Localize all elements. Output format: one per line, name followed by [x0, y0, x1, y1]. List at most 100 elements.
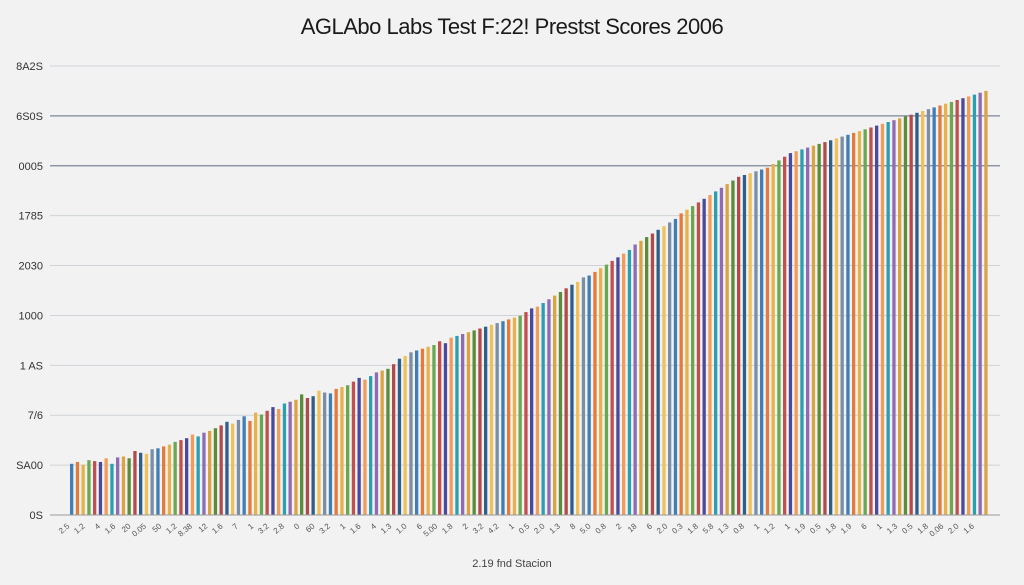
bar — [432, 345, 436, 515]
bar — [173, 441, 177, 515]
bar — [622, 253, 626, 515]
bar — [783, 156, 787, 515]
bar — [231, 423, 235, 515]
x-tick-label: 1.3 — [379, 521, 394, 535]
bar — [616, 257, 620, 515]
bar — [834, 138, 839, 515]
y-tick-label: SA00 — [16, 460, 43, 472]
bar — [507, 319, 511, 515]
x-tick-label: 1.6 — [348, 521, 363, 535]
x-tick-label: 0.5 — [900, 521, 915, 535]
x-tick-label: 4 — [93, 521, 103, 531]
bar — [639, 240, 643, 516]
bar — [426, 346, 430, 515]
bar — [604, 264, 609, 515]
bar — [921, 111, 925, 515]
bar — [265, 410, 269, 515]
bar — [501, 321, 505, 515]
x-tick-label: 2.0 — [532, 521, 547, 535]
bar — [915, 112, 919, 516]
x-tick-label: 4 — [369, 521, 379, 531]
bar — [576, 281, 580, 515]
bar — [466, 332, 471, 515]
bar — [225, 421, 229, 515]
x-tick-label: 4.2 — [486, 521, 501, 535]
x-tick-label: 1.2 — [762, 521, 777, 535]
y-tick-label: 8A2S — [16, 61, 43, 73]
bar — [650, 233, 655, 515]
bar — [478, 328, 482, 515]
bar — [271, 407, 275, 515]
bar — [98, 462, 103, 515]
bar — [196, 436, 200, 515]
bar — [610, 260, 614, 515]
x-tick-label: 1.9 — [793, 521, 808, 535]
bar — [909, 114, 913, 515]
bar — [512, 317, 517, 515]
x-tick-label: 1.0 — [394, 521, 409, 535]
bar — [340, 387, 344, 515]
bar — [898, 118, 902, 516]
bar — [162, 446, 166, 515]
bar — [875, 125, 879, 515]
bar — [869, 127, 873, 515]
bar — [547, 299, 551, 515]
bar — [852, 132, 856, 515]
bar — [87, 460, 91, 515]
x-tick-label: 0.06 — [928, 521, 946, 538]
bar — [633, 244, 637, 515]
bar — [673, 218, 678, 515]
bar — [714, 191, 718, 515]
bar — [185, 438, 189, 515]
bar — [277, 409, 281, 515]
x-tick-label: 0.5 — [808, 521, 823, 535]
bar — [696, 202, 701, 515]
bar — [702, 198, 706, 516]
bar — [737, 176, 741, 516]
bar — [932, 107, 936, 516]
x-tick-label: 6 — [859, 521, 869, 531]
y-tick-label: 0S — [30, 510, 43, 522]
bar — [944, 103, 948, 515]
x-tick-label: 1.9 — [839, 521, 854, 535]
bar — [386, 368, 390, 515]
x-tick-label: 1.3 — [716, 521, 731, 535]
x-tick-label: 3.2 — [471, 521, 486, 535]
bar — [662, 226, 666, 515]
bar — [771, 164, 775, 515]
bar — [403, 356, 407, 515]
bar — [144, 453, 149, 515]
x-tick-label: 8 — [568, 521, 578, 531]
bar — [438, 341, 442, 515]
x-tick-label: 1.8 — [824, 521, 839, 535]
x-tick-label: 60 — [304, 521, 317, 534]
bar — [570, 284, 574, 515]
bar — [553, 295, 557, 515]
bar — [369, 376, 373, 515]
x-tick-label: 2.8 — [272, 521, 287, 535]
bar — [409, 352, 413, 515]
bar — [282, 403, 287, 515]
bar — [351, 381, 356, 515]
bar — [719, 187, 724, 516]
bar — [300, 394, 304, 515]
bar — [903, 116, 908, 515]
bar — [817, 143, 821, 515]
x-tick-label: 2.0 — [655, 521, 670, 535]
bar — [484, 326, 488, 515]
bar — [846, 134, 850, 516]
bar — [116, 457, 120, 515]
bar — [167, 444, 172, 515]
bar — [972, 94, 977, 515]
bar — [892, 120, 896, 515]
x-tick-label: 0 — [292, 521, 302, 531]
bar — [593, 271, 597, 515]
bar — [495, 323, 499, 515]
bar — [788, 153, 793, 515]
bar — [156, 448, 160, 515]
bar — [70, 463, 74, 515]
bar — [685, 209, 689, 515]
bar — [984, 90, 988, 516]
x-tick-label: 1 — [338, 521, 348, 531]
